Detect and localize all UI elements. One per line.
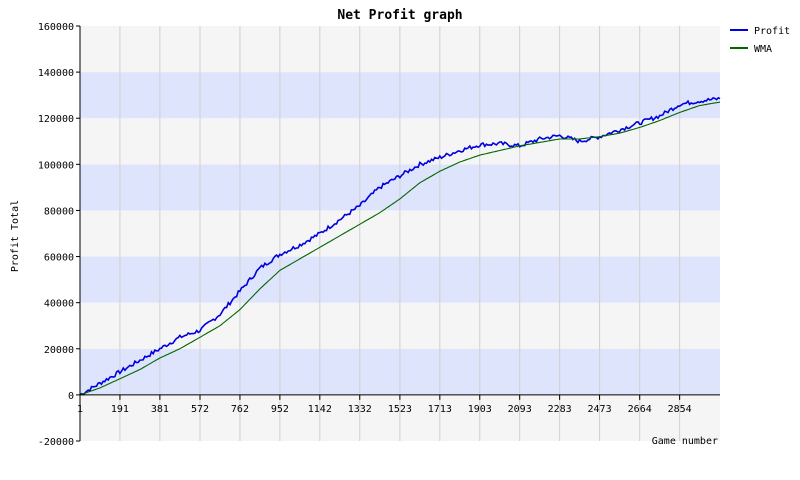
series-lines bbox=[79, 96, 721, 396]
x-tick-label: 2473 bbox=[588, 404, 612, 415]
legend-label-wma: WMA bbox=[754, 44, 772, 55]
x-tick-label: 1 bbox=[77, 404, 83, 415]
y-tick-label: 140000 bbox=[38, 68, 74, 79]
x-axis-label: Game number bbox=[652, 436, 718, 447]
x-tick-label: 2093 bbox=[508, 404, 532, 415]
y-tick-label: 160000 bbox=[38, 22, 74, 33]
chart-title: Net Profit graph bbox=[337, 8, 462, 23]
y-tick-label: 60000 bbox=[44, 253, 74, 264]
y-axis-label: Profit Total bbox=[10, 200, 21, 272]
x-tick-label: 381 bbox=[151, 404, 169, 415]
x-tick-label: 2854 bbox=[668, 404, 692, 415]
series-line-wma bbox=[79, 101, 721, 396]
y-tick-label: -20000 bbox=[38, 437, 74, 448]
x-tick-labels: 1 191 381 572 762 952 1142 1332 1523 1713 1903 2093… bbox=[77, 394, 692, 415]
x-tick-label: 1903 bbox=[468, 404, 492, 415]
x-tick-label: 2664 bbox=[628, 404, 652, 415]
y-tick-label: 40000 bbox=[44, 299, 74, 310]
y-tick-label: 80000 bbox=[44, 206, 74, 217]
y-tick-label: 20000 bbox=[44, 345, 74, 356]
x-tick-label: 1142 bbox=[308, 404, 332, 415]
x-tick-label: 191 bbox=[111, 404, 129, 415]
y-tick-labels: 160000 140000 120000 100000 80000 60000 40000 2… bbox=[38, 22, 80, 448]
x-tick-label: 1332 bbox=[348, 404, 372, 415]
x-tick-label: 1523 bbox=[388, 404, 412, 415]
y-tick-label: 0 bbox=[68, 391, 74, 402]
x-tick-label: 952 bbox=[271, 404, 289, 415]
y-tick-label: 100000 bbox=[38, 160, 74, 171]
legend-label-profit: Profit bbox=[754, 26, 790, 37]
x-tick-label: 572 bbox=[191, 404, 209, 415]
grid-lines bbox=[79, 26, 681, 441]
x-tick-label: 2283 bbox=[548, 404, 572, 415]
x-tick-label: 1713 bbox=[428, 404, 452, 415]
x-tick-label: 762 bbox=[231, 404, 249, 415]
series-line-profit bbox=[79, 96, 721, 396]
legend: Profit WMA bbox=[730, 26, 790, 55]
y-tick-label: 120000 bbox=[38, 114, 74, 125]
